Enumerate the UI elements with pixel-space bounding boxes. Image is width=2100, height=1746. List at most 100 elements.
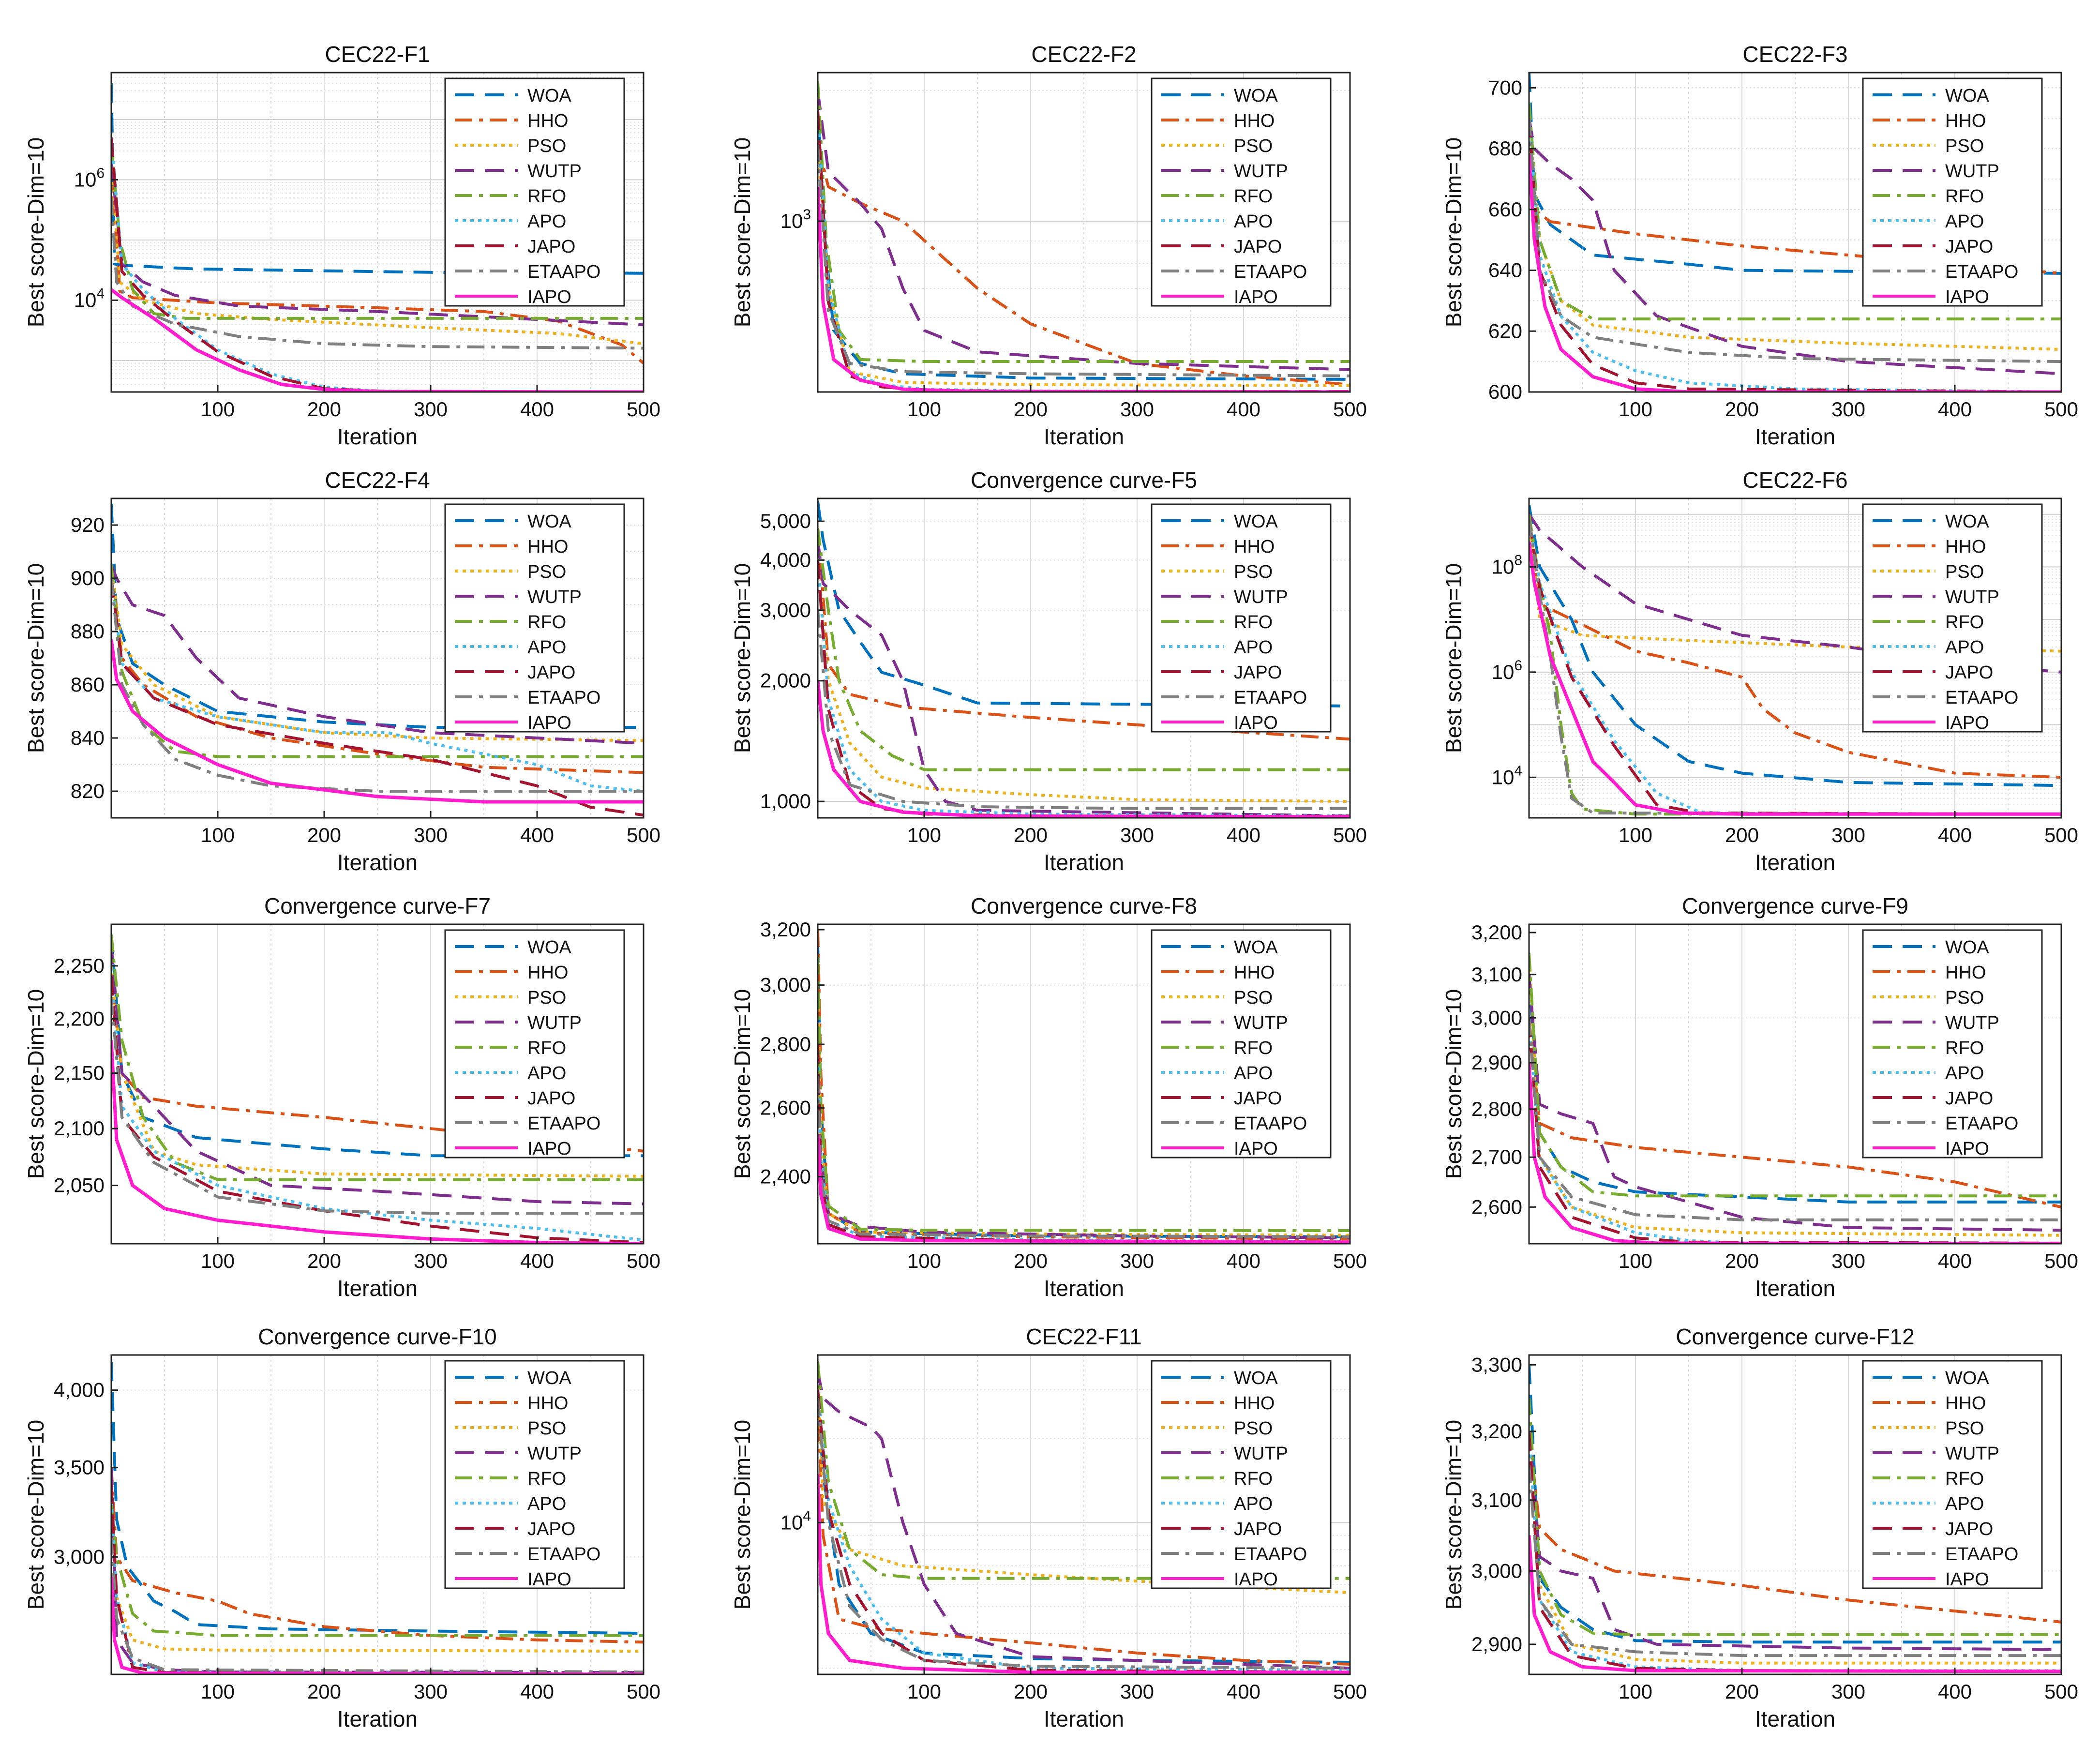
legend-label-pso: PSO xyxy=(527,1418,566,1439)
legend-label-woa: WOA xyxy=(1234,512,1278,532)
series-line-iapo xyxy=(111,1576,644,1674)
series-line-wutp xyxy=(1529,974,2061,1232)
legend-box xyxy=(1862,1360,2043,1589)
legend-box xyxy=(444,1360,625,1589)
legend-label-japo: JAPO xyxy=(1234,1519,1282,1539)
series-line-japo xyxy=(111,976,644,1244)
legend-label-hho: HHO xyxy=(1234,111,1275,131)
legend-box xyxy=(1151,77,1332,307)
legend-label-japo: JAPO xyxy=(527,237,575,257)
subplot-title: Convergence curve-F10 xyxy=(258,1324,496,1349)
y-tick-label: 2,400 xyxy=(760,1165,811,1188)
legend-label-hho: HHO xyxy=(527,111,568,131)
y-axis-label: Best score-Dim=10 xyxy=(1441,1420,1466,1610)
y-axis-label: Best score-Dim=10 xyxy=(23,1420,48,1610)
x-tick-label: 300 xyxy=(1120,398,1154,421)
legend: WOA HHO PSO WUTP RFO APO JAPO ETAAPO IAPO xyxy=(1862,77,2043,307)
x-tick-label: 300 xyxy=(1831,1680,1865,1703)
series-line-iapo xyxy=(111,288,644,392)
axes-frame xyxy=(1528,1354,2062,1675)
legend-label-wutp: WUTP xyxy=(1234,161,1288,181)
series-lines xyxy=(818,930,1350,1244)
legend-label-hho: HHO xyxy=(527,537,568,557)
legend-box xyxy=(1151,1360,1332,1589)
legend-label-wutp: WUTP xyxy=(1234,587,1288,607)
y-tick-label: 3,000 xyxy=(54,1545,105,1568)
x-tick-label: 300 xyxy=(1831,1249,1865,1272)
legend-label-japo: JAPO xyxy=(1234,1088,1282,1109)
legend-label-pso: PSO xyxy=(1945,562,1984,582)
legend-label-rfo: RFO xyxy=(527,612,566,632)
legend-label-iapo: IAPO xyxy=(1234,1569,1278,1590)
series-line-rfo xyxy=(1529,103,2061,321)
x-tick-label: 400 xyxy=(1938,824,1972,846)
legend-label-etaapo: ETAAPO xyxy=(1234,1114,1307,1134)
legend-label-pso: PSO xyxy=(527,988,566,1008)
legend-label-wutp: WUTP xyxy=(1945,161,1999,181)
x-tick-label: 300 xyxy=(1120,824,1154,846)
x-tick-label: 500 xyxy=(627,1680,660,1703)
x-tick-label: 400 xyxy=(1938,398,1972,421)
x-axis-label: Iteration xyxy=(1755,1706,1835,1731)
subplot-title: Convergence curve-F5 xyxy=(971,467,1197,493)
x-tick-label: 100 xyxy=(201,824,235,846)
y-tick-label: 860 xyxy=(71,673,105,696)
x-tick-label: 500 xyxy=(2044,398,2078,421)
y-tick-label: 2,200 xyxy=(54,1007,105,1030)
series-line-pso xyxy=(111,565,644,742)
y-tick-label: 600 xyxy=(1488,380,1522,403)
legend-label-etaapo: ETAAPO xyxy=(1945,262,2018,282)
y-axis-label: Best score-Dim=10 xyxy=(23,137,48,327)
subplot-title: Convergence curve-F8 xyxy=(971,893,1197,918)
x-tick-label: 400 xyxy=(520,1249,554,1272)
y-tick-label: 2,600 xyxy=(760,1097,811,1119)
legend-label-apo: APO xyxy=(527,1063,566,1084)
subplot-5: 100 200 300 400 500 1,000 2,000 3,000 4,000 5,000… xyxy=(730,467,1367,875)
y-tick-label: 3,000 xyxy=(1471,1006,1522,1029)
series-line-rfo xyxy=(818,528,1350,771)
legend-label-hho: HHO xyxy=(527,1393,568,1414)
axes-frame xyxy=(817,497,1351,819)
legend-box xyxy=(1151,929,1332,1159)
legend-label-iapo: IAPO xyxy=(1234,1139,1278,1159)
subplot-title: CEC22-F6 xyxy=(1742,467,1847,493)
legend-label-pso: PSO xyxy=(1234,1418,1273,1439)
legend-label-rfo: RFO xyxy=(527,186,566,207)
x-tick-label: 500 xyxy=(1333,1680,1367,1703)
x-tick-label: 200 xyxy=(307,824,341,846)
series-line-wutp xyxy=(111,161,644,327)
legend-label-hho: HHO xyxy=(1234,963,1275,983)
x-tick-label: 400 xyxy=(1227,398,1260,421)
series-line-iapo xyxy=(1529,542,2061,816)
series-line-rfo xyxy=(818,957,1350,1232)
legend-label-pso: PSO xyxy=(1234,136,1273,156)
x-tick-label: 100 xyxy=(1619,1249,1652,1272)
legend-label-wutp: WUTP xyxy=(527,587,582,607)
y-tick-label: 104 xyxy=(780,1508,811,1534)
legend-label-hho: HHO xyxy=(1234,1393,1275,1414)
y-axis-label: Best score-Dim=10 xyxy=(730,1420,755,1610)
series-line-pso xyxy=(818,560,1350,803)
x-tick-label: 200 xyxy=(1725,1249,1759,1272)
series-line-japo xyxy=(111,578,644,817)
legend-label-wutp: WUTP xyxy=(1945,1444,1999,1464)
legend: WOA HHO PSO WUTP RFO APO JAPO ETAAPO IAPO xyxy=(1151,929,1332,1159)
series-line-woa xyxy=(111,1362,644,1635)
legend-label-wutp: WUTP xyxy=(1234,1444,1288,1464)
series-line-rfo xyxy=(1529,953,2061,1198)
x-tick-label: 300 xyxy=(1831,398,1865,421)
series-line-pso xyxy=(1529,953,2061,1237)
x-tick-label: 200 xyxy=(307,398,341,421)
y-axis-label: Best score-Dim=10 xyxy=(1441,989,1466,1179)
legend-label-japo: JAPO xyxy=(527,1519,575,1539)
x-tick-label: 100 xyxy=(907,1249,941,1272)
legend-label-wutp: WUTP xyxy=(527,161,582,181)
legend-label-iapo: IAPO xyxy=(527,287,571,307)
y-tick-label: 3,200 xyxy=(1471,1420,1522,1443)
y-tick-label: 880 xyxy=(71,620,105,643)
axes-frame xyxy=(817,1354,1351,1675)
x-tick-label: 200 xyxy=(307,1680,341,1703)
legend-label-etaapo: ETAAPO xyxy=(527,688,600,708)
x-tick-label: 100 xyxy=(201,1680,235,1703)
